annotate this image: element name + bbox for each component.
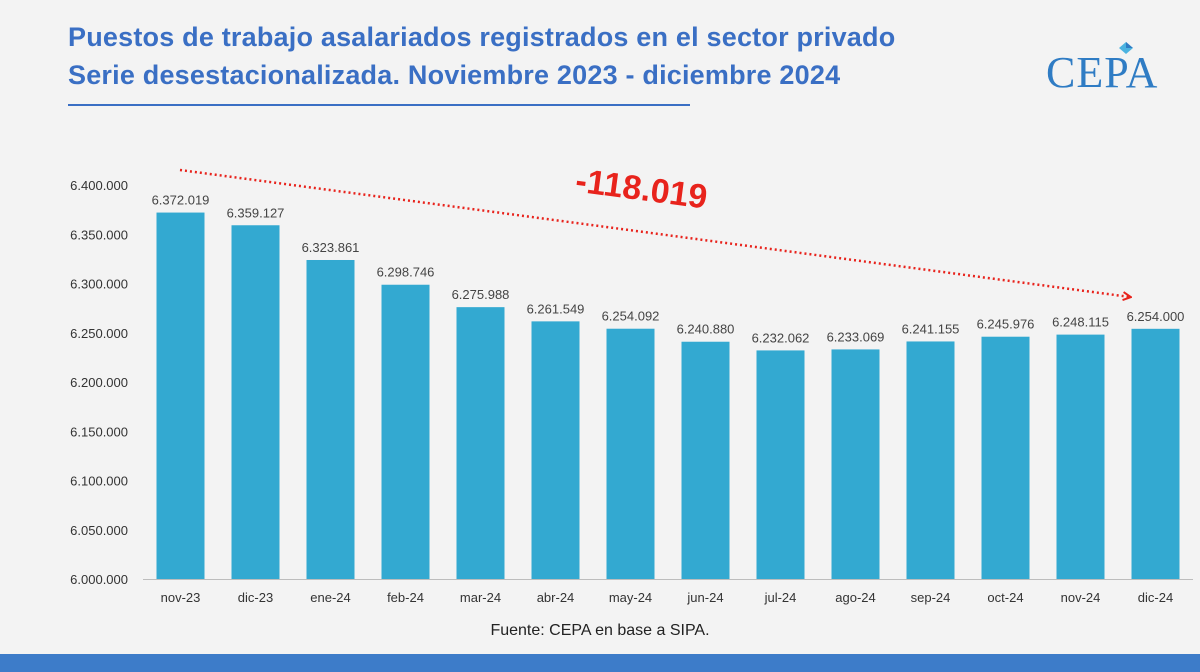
y-tick-label: 6.350.000 bbox=[70, 227, 128, 242]
data-label: 6.248.115 bbox=[1052, 315, 1109, 330]
x-tick-label: ene-24 bbox=[310, 590, 350, 605]
bar-oct-24 bbox=[981, 336, 1030, 579]
source-note: Fuente: CEPA en base a SIPA. bbox=[490, 622, 710, 639]
bar-ene-24 bbox=[306, 259, 355, 579]
bars bbox=[156, 212, 1180, 580]
y-tick-label: 6.000.000 bbox=[70, 572, 128, 587]
bar-ago-24 bbox=[831, 349, 880, 579]
annotation-text: -118.019 bbox=[573, 162, 709, 217]
data-label: 6.359.127 bbox=[227, 205, 285, 220]
logo-diamond-icon bbox=[1119, 42, 1133, 54]
bar-chart: 6.000.000 6.050.000 6.100.000 6.150.000 6.20… bbox=[70, 162, 1193, 605]
bar-may-24 bbox=[606, 328, 655, 579]
x-tick-label: oct-24 bbox=[987, 590, 1023, 605]
bottom-bar bbox=[0, 654, 1200, 672]
data-label: 6.254.000 bbox=[1127, 309, 1185, 324]
x-tick-label: mar-24 bbox=[460, 590, 501, 605]
title-block: Puestos de trabajo asalariados registrad… bbox=[68, 18, 895, 94]
y-tick-label: 6.400.000 bbox=[70, 178, 128, 193]
data-label: 6.372.019 bbox=[152, 193, 210, 208]
data-label: 6.232.062 bbox=[752, 330, 810, 345]
x-axis: nov-23 dic-23 ene-24 feb-24 mar-24 abr-24 may-… bbox=[143, 579, 1193, 605]
bar-sep-24 bbox=[906, 341, 955, 579]
x-tick-label: nov-23 bbox=[161, 590, 201, 605]
data-label: 6.261.549 bbox=[527, 301, 585, 316]
data-label: 6.254.092 bbox=[602, 309, 660, 324]
y-tick-label: 6.050.000 bbox=[70, 523, 128, 538]
data-label: 6.240.880 bbox=[677, 322, 735, 337]
x-tick-label: abr-24 bbox=[537, 590, 575, 605]
logo-text: CEPA bbox=[1046, 48, 1159, 97]
bar-nov-23 bbox=[156, 212, 205, 579]
bar-jul-24 bbox=[756, 350, 805, 579]
x-tick-label: may-24 bbox=[609, 590, 652, 605]
data-label: 6.298.746 bbox=[377, 265, 435, 280]
y-tick-label: 6.150.000 bbox=[70, 424, 128, 439]
data-label: 6.275.988 bbox=[452, 287, 510, 302]
x-tick-label: nov-24 bbox=[1061, 590, 1101, 605]
bar-nov-24 bbox=[1056, 334, 1105, 579]
cepa-logo: CEPA bbox=[1040, 40, 1170, 100]
x-tick-label: dic-24 bbox=[1138, 590, 1173, 605]
bar-feb-24 bbox=[381, 284, 430, 579]
y-tick-label: 6.300.000 bbox=[70, 277, 128, 292]
chart-title: Puestos de trabajo asalariados registrad… bbox=[68, 22, 896, 52]
x-tick-label: jul-24 bbox=[764, 590, 797, 605]
y-tick-label: 6.200.000 bbox=[70, 375, 128, 390]
x-tick-label: ago-24 bbox=[835, 590, 875, 605]
y-axis: 6.000.000 6.050.000 6.100.000 6.150.000 6.20… bbox=[70, 178, 128, 587]
data-label: 6.233.069 bbox=[827, 329, 885, 344]
chart-subtitle: Serie desestacionalizada. Noviembre 2023… bbox=[68, 60, 841, 90]
bar-abr-24 bbox=[531, 321, 580, 579]
bar-mar-24 bbox=[456, 307, 505, 579]
data-labels: 6.372.019 6.359.127 6.323.861 6.298.746 6.27… bbox=[152, 193, 1185, 346]
x-tick-label: sep-24 bbox=[911, 590, 951, 605]
data-label: 6.323.861 bbox=[302, 240, 360, 255]
y-tick-label: 6.250.000 bbox=[70, 326, 128, 341]
bar-dic-24 bbox=[1131, 328, 1180, 579]
title-underline bbox=[68, 104, 690, 106]
x-tick-label: feb-24 bbox=[387, 590, 424, 605]
x-tick-label: jun-24 bbox=[686, 590, 723, 605]
data-label: 6.245.976 bbox=[977, 317, 1035, 332]
bar-jun-24 bbox=[681, 341, 730, 579]
bar-dic-23 bbox=[231, 225, 280, 580]
data-label: 6.241.155 bbox=[902, 321, 960, 336]
x-tick-label: dic-23 bbox=[238, 590, 273, 605]
y-tick-label: 6.100.000 bbox=[70, 474, 128, 489]
